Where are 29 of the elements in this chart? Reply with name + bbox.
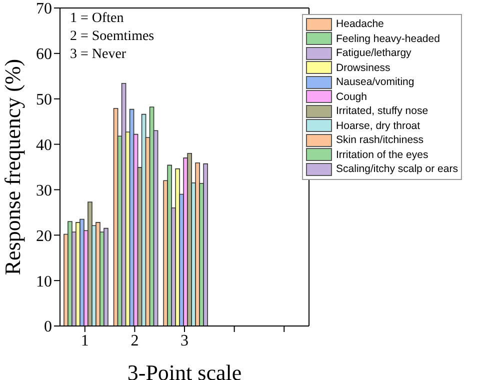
y-axis-title: Response frequency (%) bbox=[0, 58, 25, 276]
x-axis-title: 3-Point scale bbox=[127, 360, 242, 380]
y-tick-label: 10 bbox=[36, 273, 52, 290]
legend-label: Drowsiness bbox=[336, 62, 390, 74]
y-tick-label: 30 bbox=[36, 182, 52, 200]
annotation: 2 = Soemtimes bbox=[70, 28, 154, 46]
x-tick-label: 1 bbox=[80, 332, 89, 350]
legend-label: Fatigue/lethargy bbox=[336, 47, 412, 60]
y-tick-label: 20 bbox=[36, 228, 52, 245]
y-tick-label: 70 bbox=[36, 0, 52, 18]
bar bbox=[203, 163, 208, 326]
x-tick-label: 2 bbox=[130, 332, 139, 350]
y-tick-label: 50 bbox=[36, 92, 52, 109]
annotation: 1 = Often bbox=[70, 10, 125, 28]
legend-label: Skin rash/itchiness bbox=[336, 134, 424, 146]
legend-label: Hoarse, dry throat bbox=[336, 120, 420, 132]
legend-label: Cough bbox=[336, 90, 367, 103]
legend-label: Scaling/itchy scalp or ears bbox=[336, 163, 458, 176]
bar bbox=[104, 228, 108, 326]
y-tick-label: 60 bbox=[36, 46, 52, 64]
legend-label: Headache bbox=[336, 18, 384, 30]
y-tick-label: 0 bbox=[44, 318, 52, 336]
legend-label: Feeling heavy-headed bbox=[336, 32, 440, 45]
y-tick-label: 40 bbox=[36, 136, 52, 154]
legend-label: Irritated, stuffy nose bbox=[336, 105, 428, 118]
x-tick-label: 3 bbox=[180, 332, 189, 350]
legend-label: Irritation of the eyes bbox=[336, 148, 428, 161]
legend-label: Nausea/vomiting bbox=[336, 76, 414, 88]
annotation: 3 = Never bbox=[70, 46, 128, 64]
